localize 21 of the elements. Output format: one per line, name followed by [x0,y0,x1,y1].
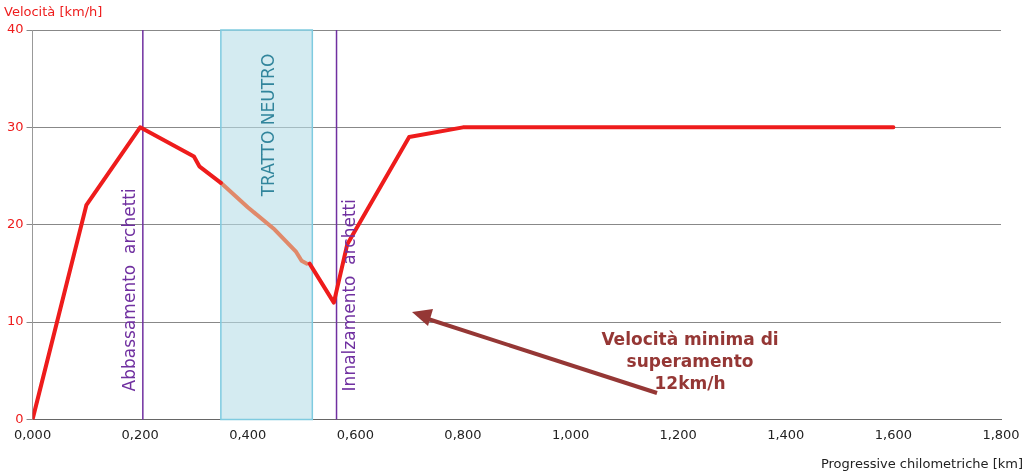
annotation: Velocità minima di superamento 12km/h [601,329,779,393]
band-label: TRATTO NEUTRO [257,53,278,198]
x-tick-label: 0,800 [444,426,482,442]
x-tick-label: 0,400 [229,426,267,442]
y-tick-label: 30 [7,118,24,134]
x-tick-label: 0,000 [13,426,52,442]
y-tick-label: 10 [7,313,24,329]
x-tick-label: 1,200 [659,426,697,442]
y-axis-title: Velocità [km/h] [4,4,103,19]
x-tick-label: 1,000 [551,426,590,442]
x-tick-label: 1,400 [767,426,805,442]
x-tick-label: 1,600 [874,426,912,442]
ref-line-label: Innalzamento archetti [338,199,359,392]
x-tick-label: 0,600 [336,426,374,442]
y-tick-label: 20 [7,216,24,232]
y-tick-label: 0 [15,410,24,426]
x-tick-label: 0,200 [121,426,159,442]
y-tick-label: 40 [7,21,24,37]
ref-line-label: Abbassamento archetti [118,188,139,392]
x-tick-label: 1,800 [982,426,1020,442]
x-axis-title: Progressive chilometriche [km] [820,456,1023,471]
